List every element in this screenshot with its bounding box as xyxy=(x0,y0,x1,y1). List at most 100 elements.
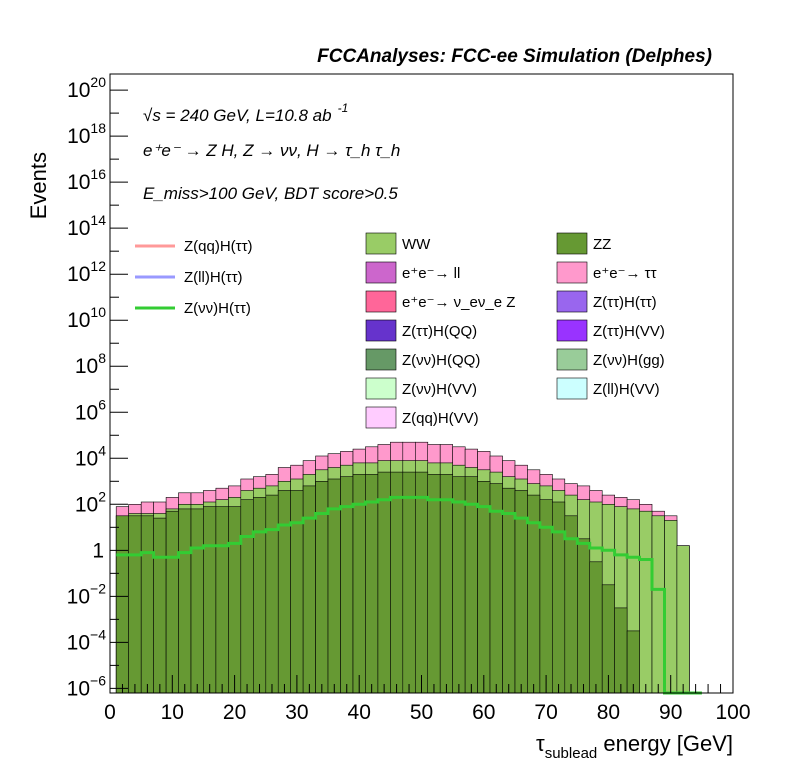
legend-label-ww: WW xyxy=(402,236,431,253)
bar-zz-26 xyxy=(265,494,279,694)
bar-zz-64 xyxy=(502,487,516,694)
legend-swatch-ww xyxy=(365,232,397,255)
legend-label-e-e-e-e-z: e⁺e⁻→ ν_eν_e Z xyxy=(402,294,515,311)
legend-swatch-z-h-qq xyxy=(365,319,397,342)
bar-zz-76 xyxy=(576,538,591,694)
legend-label-z-ll-h-vv: Z(ll)H(VV) xyxy=(593,381,660,398)
y-tick-label-20: 1020 xyxy=(67,74,106,102)
x-axis-label-main: τ xyxy=(536,731,545,756)
bar-zz-2 xyxy=(115,515,129,694)
bar-zz-16 xyxy=(203,506,217,694)
x-tick-label-60: 60 xyxy=(472,701,495,724)
y-tick-label--4: 10−4 xyxy=(67,626,107,654)
legend-label-z-h: Z(ττ)H(ττ) xyxy=(593,294,657,311)
legend-label-z-h-qq: Z(ττ)H(QQ) xyxy=(402,323,477,340)
bar-ww-92 xyxy=(676,545,690,694)
bar-zz-82 xyxy=(614,607,628,694)
bar-zz-42 xyxy=(365,474,379,694)
legend-label-z-h-vv: Z(ττ)H(VV) xyxy=(593,323,665,340)
annotation-energy-lumi: √s = 240 GeV, L=10.8 ab -1 xyxy=(143,101,348,125)
bar-zz-14 xyxy=(190,508,204,694)
bar-zz-66 xyxy=(514,490,528,694)
legend-swatch-e-e-e-e-z xyxy=(365,290,397,313)
legend-swatch-z-ll-h-vv xyxy=(556,377,588,400)
legend-label-z-ll-h: Z(ll)H(ττ) xyxy=(184,269,243,286)
bar-zz-46 xyxy=(390,471,404,694)
bar-zz-74 xyxy=(564,515,578,694)
signal-layer xyxy=(116,495,702,695)
legend-swatch-e-e xyxy=(556,261,588,284)
legend-swatch-z-h-qq xyxy=(365,348,397,371)
y-tick-label-16: 1016 xyxy=(67,166,106,194)
signal-legend: Z(qq)H(ττ) Z(ll)H(ττ) Z(νν)H(ττ) xyxy=(135,238,253,317)
x-tick-label-100: 100 xyxy=(715,701,750,724)
x-tick-label-70: 70 xyxy=(534,701,557,724)
signal-line-z-h xyxy=(116,495,702,695)
y-tick-label-8: 108 xyxy=(75,350,106,378)
bar-zz-8 xyxy=(153,517,167,694)
y-tick-label-10: 1010 xyxy=(67,304,106,332)
bar-ww-90 xyxy=(664,520,678,694)
bar-zz-56 xyxy=(452,476,466,694)
bar-zz-24 xyxy=(253,497,267,694)
bar-zz-4 xyxy=(128,515,142,694)
legend-swatch-z-h-vv xyxy=(556,319,588,342)
annotation-process: e⁺e⁻ → Z H, Z → νν, H → τ_h τ_h xyxy=(143,141,400,160)
bar-zz-6 xyxy=(140,515,154,694)
axis-ticks: 0 10 20 30 40 50 60 70 80 90 10010−610−410−2110210… xyxy=(67,74,751,724)
bar-ww-86 xyxy=(639,510,653,694)
bar-zz-44 xyxy=(377,471,391,694)
x-tick-label-80: 80 xyxy=(597,701,620,724)
bar-zz-18 xyxy=(215,506,229,694)
background-legend: WW ZZ e⁺e⁻→ ll e⁺e⁻→ ττ e⁺e⁻→ ν_eν_e Z Z(ττ)H… xyxy=(365,232,665,429)
y-tick-label-0: 1 xyxy=(92,539,104,562)
bar-zz-36 xyxy=(327,478,341,694)
x-axis-label-sub: sublead xyxy=(545,745,598,762)
y-tick-label-18: 1018 xyxy=(67,120,106,148)
y-tick-label-14: 1014 xyxy=(67,212,106,240)
bar-zz-58 xyxy=(464,476,478,694)
bar-zz-38 xyxy=(340,476,354,694)
bar-zz-50 xyxy=(414,471,429,694)
legend-label-z-qq-h: Z(qq)H(ττ) xyxy=(184,238,253,255)
bar-zz-40 xyxy=(352,474,366,694)
x-tick-label-0: 0 xyxy=(104,701,116,724)
bar-zz-12 xyxy=(178,508,192,694)
bar-zz-54 xyxy=(439,474,454,694)
bar-ww-88 xyxy=(651,515,665,694)
y-tick-label-6: 106 xyxy=(75,396,106,424)
legend-label-z-h: Z(νν)H(ττ) xyxy=(184,300,251,317)
legend-swatch-z-h-vv xyxy=(365,377,397,400)
legend-swatch-zz xyxy=(556,232,588,255)
x-tick-label-40: 40 xyxy=(348,701,371,724)
x-tick-label-50: 50 xyxy=(410,701,433,724)
y-axis-label: Events xyxy=(26,152,51,219)
x-tick-label-90: 90 xyxy=(659,701,682,724)
y-tick-label--6: 10−6 xyxy=(67,672,107,700)
legend-label-z-h-vv: Z(νν)H(VV) xyxy=(402,381,477,398)
y-tick-label--2: 10−2 xyxy=(67,580,107,608)
legend-label-z-h-qq: Z(νν)H(QQ) xyxy=(402,352,480,369)
legend-label-e-e: e⁺e⁻→ ττ xyxy=(593,265,657,282)
y-tick-label-4: 104 xyxy=(75,442,106,470)
x-tick-label-10: 10 xyxy=(161,701,184,724)
legend-label-zz: ZZ xyxy=(593,236,611,253)
bar-zz-52 xyxy=(427,474,441,694)
legend-swatch-z-qq-h-vv xyxy=(365,406,397,429)
x-tick-label-30: 30 xyxy=(285,701,308,724)
chart-title: FCCAnalyses: FCC-ee Simulation (Delphes) xyxy=(317,46,712,67)
x-axis-label: τsublead energy [GeV] xyxy=(536,731,733,762)
bar-zz-84 xyxy=(626,630,640,694)
legend-swatch-z-h-gg xyxy=(556,348,588,371)
legend-label-z-qq-h-vv: Z(qq)H(VV) xyxy=(402,410,479,427)
y-tick-label-12: 1012 xyxy=(67,258,106,286)
bar-zz-68 xyxy=(527,494,541,694)
legend-swatch-e-e-ll xyxy=(365,261,397,284)
legend-label-z-h-gg: Z(νν)H(gg) xyxy=(593,352,665,369)
annotation-energy-lumi-text: √s = 240 GeV, L=10.8 ab xyxy=(143,106,332,125)
bar-zz-30 xyxy=(290,490,304,694)
bar-zz-62 xyxy=(489,483,503,694)
bar-zz-78 xyxy=(589,561,603,694)
annotation-selection: E_miss>100 GeV, BDT score>0.5 xyxy=(143,184,398,203)
